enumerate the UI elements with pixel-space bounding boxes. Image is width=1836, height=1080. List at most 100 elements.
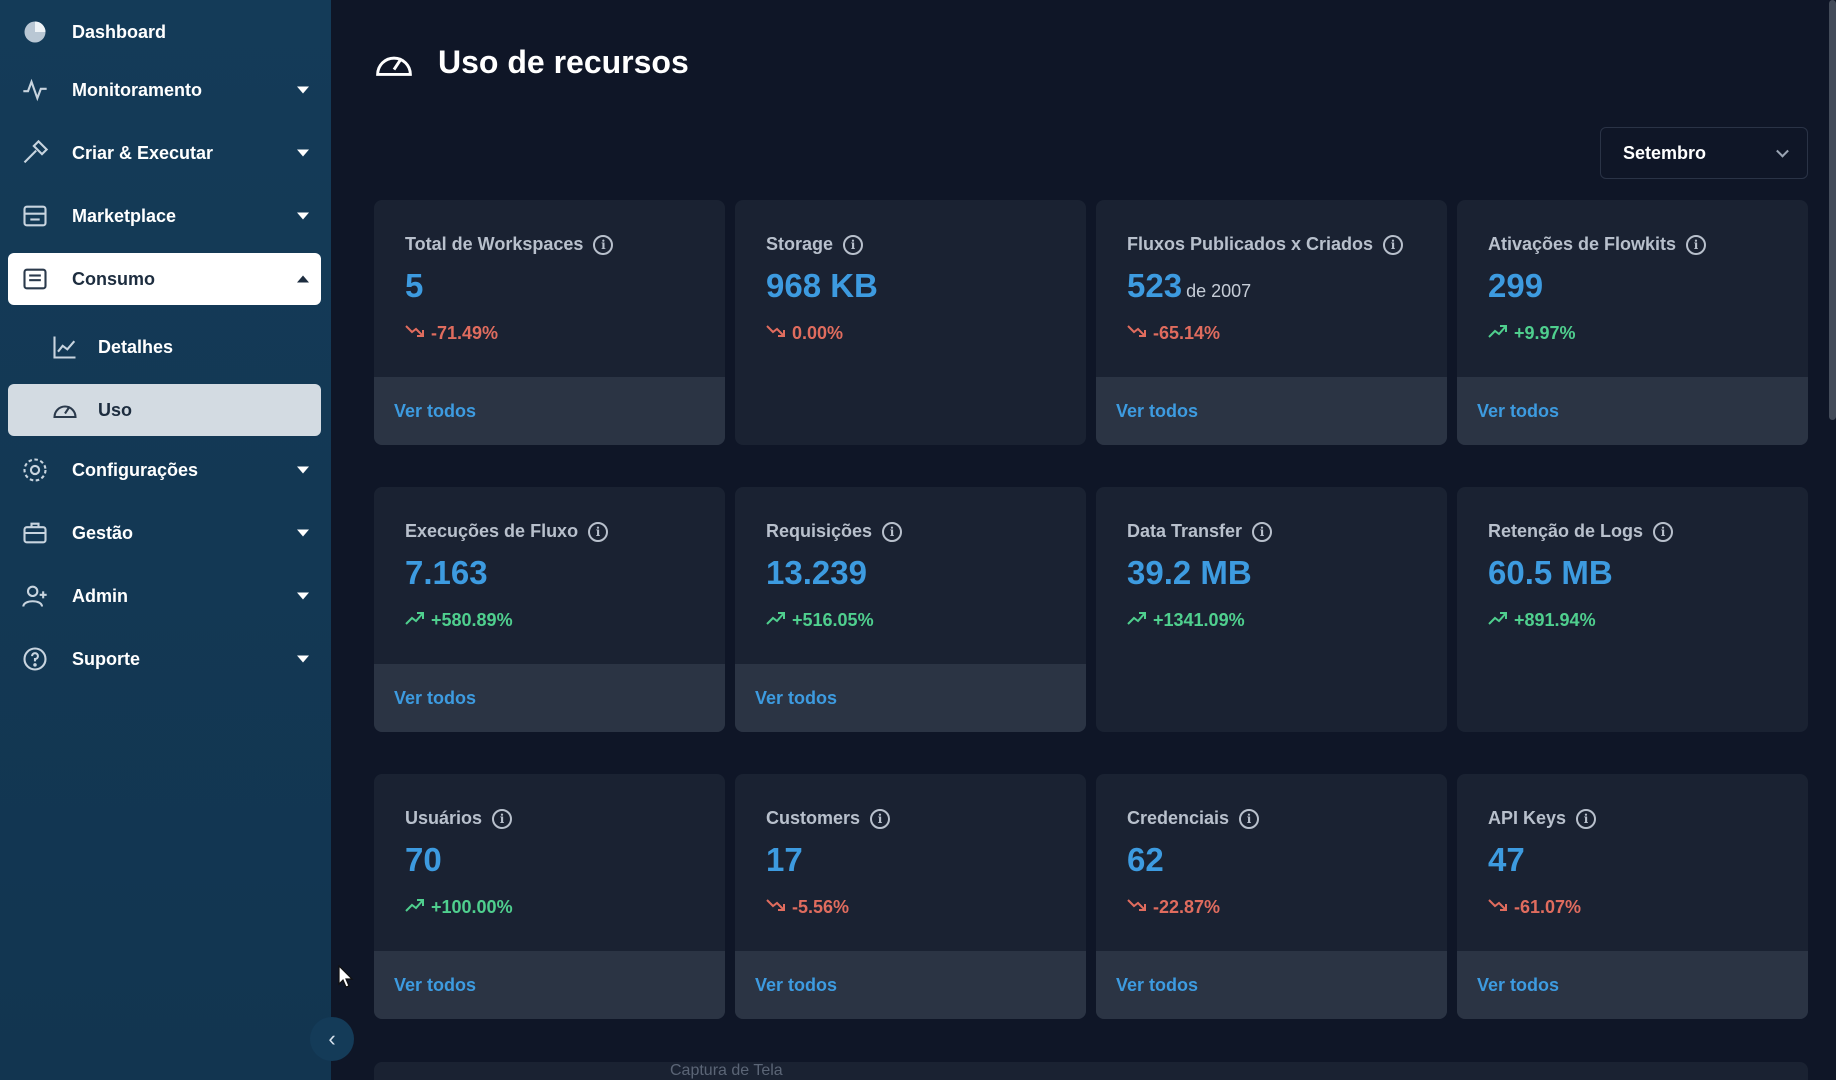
sidebar-item-configuracoes[interactable]: Configurações [8, 444, 321, 496]
collapse-sidebar-button[interactable]: ‹ [310, 1017, 354, 1061]
metric-card-footer: Ver todos [1457, 951, 1808, 1019]
metric-delta: +9.97% [1488, 323, 1576, 344]
metric-title: Execuções de Fluxo i [405, 521, 609, 542]
sidebar-item-marketplace[interactable]: Marketplace [8, 190, 321, 242]
metric-title: Total de Workspaces i [405, 234, 614, 255]
metric-delta: -5.56% [766, 897, 849, 918]
metric-value-number: 60.5 MB [1488, 554, 1613, 591]
metric-title-text: Usuários [405, 808, 483, 828]
metric-title-text: Data Transfer [1127, 521, 1243, 541]
trend-up-icon [1127, 610, 1153, 631]
month-select[interactable]: Setembro [1600, 127, 1808, 179]
metric-card: Total de Workspaces i 5 -71.49% Ver todos [374, 200, 725, 445]
metric-value-number: 62 [1127, 841, 1164, 878]
info-icon[interactable]: i [492, 808, 513, 829]
sidebar-item-label: Criar & Executar [72, 142, 214, 163]
metric-value: 39.2 MB [1127, 554, 1252, 592]
chevron-down-icon [297, 466, 309, 474]
view-all-link[interactable]: Ver todos [755, 974, 838, 995]
store-icon [20, 201, 50, 231]
info-icon[interactable]: i [870, 808, 891, 829]
sidebar-item-dashboard[interactable]: Dashboard [8, 6, 321, 58]
sidebar-item-criar-executar[interactable]: Criar & Executar [8, 127, 321, 179]
view-all-link[interactable]: Ver todos [1477, 400, 1560, 421]
trend-down-icon [405, 323, 431, 344]
info-icon[interactable]: i [593, 234, 614, 255]
sidebar-item-consumo[interactable]: Consumo [8, 253, 321, 305]
info-icon[interactable]: i [1576, 808, 1597, 829]
sidebar-subitem-label: Uso [98, 399, 133, 420]
metric-title-text: Storage [766, 234, 834, 254]
metric-title-text: Requisições [766, 521, 873, 541]
trend-up-icon [1488, 323, 1514, 344]
metric-title: API Keys i [1488, 808, 1597, 829]
trend-up-icon [405, 897, 431, 918]
trend-up-icon [766, 610, 792, 631]
info-icon[interactable]: i [882, 521, 903, 542]
chevron-down-icon [297, 149, 309, 157]
metric-delta-text: +516.05% [792, 610, 874, 630]
sidebar-item-monitoramento[interactable]: Monitoramento [8, 64, 321, 116]
sidebar-subitem-detalhes[interactable]: Detalhes [8, 321, 321, 373]
info-icon[interactable]: i [1239, 808, 1260, 829]
hammer-icon [20, 138, 50, 168]
sidebar-subitem-label: Detalhes [98, 336, 174, 357]
view-all-link[interactable]: Ver todos [394, 974, 477, 995]
page-title-text: Uso de recursos [438, 44, 689, 80]
view-all-link[interactable]: Ver todos [755, 687, 838, 708]
sidebar-item-label: Gestão [72, 522, 134, 543]
sidebar-item-gestao[interactable]: Gestão [8, 507, 321, 559]
view-all-link[interactable]: Ver todos [1477, 974, 1560, 995]
metric-title-text: Credenciais [1127, 808, 1230, 828]
metric-card-footer: Ver todos [374, 664, 725, 732]
metric-delta-text: +1341.09% [1153, 610, 1245, 630]
metric-delta-text: -22.87% [1153, 897, 1221, 917]
info-icon[interactable]: i [843, 234, 864, 255]
month-select-value: Setembro [1623, 142, 1707, 163]
trend-down-icon [1127, 897, 1153, 918]
sidebar-subitem-uso[interactable]: Uso [8, 384, 321, 436]
metric-delta: +516.05% [766, 610, 874, 631]
metric-value: 62 [1127, 841, 1164, 879]
trend-down-icon [1488, 897, 1514, 918]
view-all-link[interactable]: Ver todos [394, 400, 477, 421]
metric-card: Requisições i 13.239 +516.05% Ver todos [735, 487, 1086, 732]
metric-value: 13.239 [766, 554, 867, 592]
metric-delta-text: +100.00% [431, 897, 513, 917]
chevron-up-icon [297, 275, 309, 283]
trend-down-icon [766, 323, 792, 344]
metric-delta: -61.07% [1488, 897, 1581, 918]
metric-card: Ativações de Flowkits i 299 +9.97% Ver todos [1457, 200, 1808, 445]
view-all-link[interactable]: Ver todos [1116, 400, 1199, 421]
metric-title-text: Total de Workspaces [405, 234, 584, 254]
gear-icon [20, 455, 50, 485]
metric-value-number: 968 KB [766, 267, 878, 304]
metric-card: Retenção de Logs i 60.5 MB +891.94% [1457, 487, 1808, 732]
metric-card-footer: Ver todos [735, 664, 1086, 732]
metric-title: Ativações de Flowkits i [1488, 234, 1707, 255]
info-icon[interactable]: i [1383, 234, 1404, 255]
page-title: Uso de recursos [374, 44, 689, 81]
metric-title-text: Ativações de Flowkits [1488, 234, 1677, 254]
metric-title-text: Execuções de Fluxo [405, 521, 579, 541]
metric-card-footer: Ver todos [735, 951, 1086, 1019]
info-icon[interactable]: i [588, 521, 609, 542]
list-icon [20, 264, 50, 294]
metric-title-text: API Keys [1488, 808, 1567, 828]
metric-title-text: Retenção de Logs [1488, 521, 1644, 541]
metric-delta: +580.89% [405, 610, 513, 631]
info-icon[interactable]: i [1252, 521, 1273, 542]
scrollbar[interactable] [1829, 0, 1836, 420]
metric-delta-text: -61.07% [1514, 897, 1582, 917]
sidebar-item-admin[interactable]: Admin [8, 570, 321, 622]
metric-card-footer: Ver todos [1096, 377, 1447, 445]
metric-delta: -71.49% [405, 323, 498, 344]
view-all-link[interactable]: Ver todos [1116, 974, 1199, 995]
sidebar-item-suporte[interactable]: Suporte [8, 633, 321, 685]
info-icon[interactable]: i [1653, 521, 1674, 542]
chevron-down-icon [1776, 144, 1789, 158]
chevron-down-icon [297, 655, 309, 663]
view-all-link[interactable]: Ver todos [394, 687, 477, 708]
chevron-left-icon: ‹ [328, 1026, 336, 1051]
info-icon[interactable]: i [1686, 234, 1707, 255]
